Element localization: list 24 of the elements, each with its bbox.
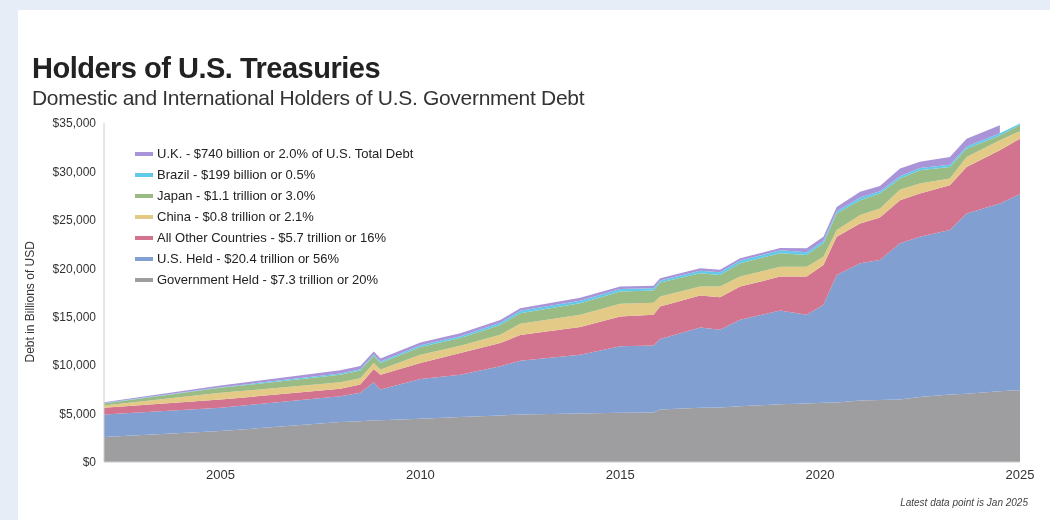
y-tick-label: $25,000 — [52, 213, 97, 228]
x-tick-label: 2025 — [1005, 467, 1035, 483]
chart-title: Holders of U.S. Treasuries — [32, 52, 381, 85]
y-tick-label: $0 — [82, 455, 97, 470]
y-tick-label: $35,000 — [52, 116, 97, 131]
y-tick-label: $15,000 — [52, 309, 97, 324]
y-tick-label: $10,000 — [52, 358, 97, 373]
y-tick-label: $20,000 — [52, 261, 97, 276]
y-axis-title: Debt in Billions of USD — [23, 240, 38, 363]
chart-subtitle: Domestic and International Holders of U.S. Government Debt — [32, 86, 585, 110]
legend-label: China - $0.8 trillion or 2.1% — [157, 209, 314, 224]
y-tick-label: $5,000 — [59, 406, 97, 421]
x-tick-label: 2005 — [206, 467, 236, 483]
legend-label: U.S. Held - $20.4 trillion or 56% — [157, 251, 340, 266]
legend-label: Brazil - $199 billion or 0.5% — [157, 167, 316, 182]
legend-label: All Other Countries - $5.7 trillion or 16% — [157, 230, 387, 245]
x-tick-label: 2015 — [605, 467, 635, 483]
legend-label: U.K. - $740 billion or 2.0% of U.S. Total Debt — [157, 146, 414, 161]
legend-label: Japan - $1.1 trillion or 3.0% — [157, 188, 316, 203]
x-tick-label: 2010 — [405, 467, 435, 483]
text: Latest data point is Jan 2025 — [900, 497, 1028, 508]
x-tick-label: 2020 — [805, 467, 835, 483]
y-tick-label: $30,000 — [52, 164, 97, 179]
legend-label: Government Held - $7.3 trillion or 20% — [157, 272, 379, 287]
